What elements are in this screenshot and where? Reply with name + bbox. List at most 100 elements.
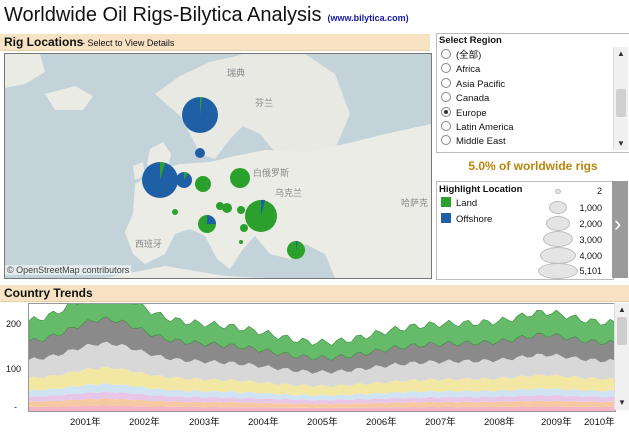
region-option-all[interactable]: (全部) [441,49,481,62]
rig-bubble-serbia[interactable] [240,224,248,232]
rig-bubble-turkey[interactable] [287,240,305,259]
highlight-legend-panel [436,181,614,280]
region-option-canada[interactable]: Canada [441,92,489,105]
x-tick-2007: 2007年 [425,417,456,428]
chevron-right-icon[interactable]: › [614,211,622,236]
country-trends-chart[interactable] [28,303,616,412]
trend-layer-3[interactable] [29,383,615,401]
size-label-1: 1,000 [579,203,602,213]
region-option-latin-america[interactable]: Latin America [441,121,514,134]
size-oval-5 [538,263,578,279]
map-label-3: 乌克兰 [275,187,302,198]
rig-locations-subtitle: - Select to View Details [82,38,175,48]
offshore-swatch [441,213,451,224]
rig-bubble-austria[interactable] [222,203,232,213]
size-label-4: 4,000 [579,251,602,261]
map-attribution: © OpenStreetMap contributors [5,265,132,275]
legend-item-offshore[interactable]: Offshore [441,213,493,225]
y-tick-0: - [14,402,17,412]
land-swatch [441,197,451,208]
website-link[interactable]: (www.bilytica.com) [327,13,409,23]
rig-bubble-germany[interactable] [195,176,211,192]
rig-bubble-romania[interactable] [245,199,277,232]
region-option-label: Asia Pacific [456,79,506,90]
x-tick-2003: 2003年 [189,417,220,428]
land-north-africa [105,266,265,278]
rig-bubble-denmark[interactable] [195,148,205,158]
region-option-asia-pacific[interactable]: Asia Pacific [441,78,505,91]
map-label-5: 西班牙 [135,238,162,249]
y-tick-200: 200 [6,319,22,329]
rig-bubble-norway[interactable] [182,96,218,133]
trend-layer-1[interactable] [29,398,615,409]
legend-item-land[interactable]: Land [441,197,477,209]
radio-icon[interactable] [441,63,451,74]
size-oval-3 [543,231,573,247]
legend-label-offshore: Offshore [456,214,493,225]
region-option-middle-east[interactable]: Middle East [441,135,506,148]
trend-layer-7[interactable] [29,304,615,361]
x-tick-2006: 2006年 [366,417,397,428]
trend-layer-0[interactable] [29,405,615,412]
radio-icon[interactable] [441,49,451,60]
region-option-label: Latin America [456,122,514,133]
land-continent [125,124,431,278]
region-option-europe[interactable]: Europe [441,107,487,120]
rig-locations-title: Rig Locations [4,35,84,49]
title-text: Worldwide Oil Rigs-Bilytica Analysis [4,4,322,26]
radio-icon[interactable] [441,135,451,146]
trends-scrollbar[interactable]: ▲ ▼ [614,303,629,410]
region-option-label: Africa [456,64,481,75]
region-option-label: Europe [456,108,487,119]
scroll-up-icon[interactable]: ▲ [618,305,626,314]
trend-layer-4[interactable] [29,366,615,397]
land-scandinavia [155,54,350,159]
region-option-label: Middle East [456,136,506,147]
rig-bubble-hungary[interactable] [237,206,245,214]
size-label-2: 2,000 [579,219,602,229]
x-tick-2005: 2005年 [307,417,338,428]
trend-layer-2[interactable] [29,391,615,405]
scroll-down-icon[interactable]: ▼ [618,398,626,407]
rig-bubble-italy[interactable] [198,215,216,233]
size-label-0: 2 [596,186,602,196]
region-scrollbar[interactable]: ▲ ▼ [613,47,628,150]
size-oval-4 [540,247,576,264]
land-greenland-edge [5,54,45,88]
rig-bubble-bulgaria[interactable] [239,240,243,244]
map-label-4: 哈萨克 [401,197,428,208]
x-tick-2008: 2008年 [484,417,515,428]
worldwide-share-text: 5.0% of worldwide rigs [468,159,598,173]
y-tick-100: 100 [6,364,22,374]
region-option-africa[interactable]: Africa [441,63,480,76]
scroll-thumb[interactable] [616,89,626,117]
size-oval-0 [555,189,561,194]
size-oval-2 [546,216,570,231]
x-tick-2002: 2002年 [129,417,160,428]
x-tick-2004: 2004年 [248,417,279,428]
rig-bubble-france[interactable] [172,209,178,215]
rig-bubble-netherlands[interactable] [176,171,192,188]
scroll-down-icon[interactable]: ▼ [617,139,625,148]
x-tick-2009: 2009年 [541,417,572,428]
region-filter-panel [436,33,629,153]
map-canvas[interactable]: 瑞典 芬兰 白俄罗斯 乌克兰 哈萨克 西班牙 [5,54,431,278]
highlight-legend-title: Highlight Location [439,184,523,195]
size-oval-1 [549,201,567,214]
scroll-thumb[interactable] [617,317,627,345]
rig-bubble-uk[interactable] [142,162,178,198]
radio-icon[interactable] [441,107,451,118]
rig-map[interactable]: 瑞典 芬兰 白俄罗斯 乌克兰 哈萨克 西班牙 [4,53,432,279]
stacked-area-chart[interactable] [29,304,615,411]
rig-bubble-poland[interactable] [230,168,250,188]
map-label-1: 芬兰 [255,97,273,108]
size-label-5: 5,101 [579,266,602,276]
trend-layer-5[interactable] [29,341,615,388]
radio-icon[interactable] [441,121,451,132]
trend-layer-6[interactable] [29,316,615,374]
radio-icon[interactable] [441,92,451,103]
legend-next-button[interactable]: › [612,181,628,278]
scroll-up-icon[interactable]: ▲ [617,49,625,58]
rig-bubble-czech[interactable] [216,202,224,210]
radio-icon[interactable] [441,78,451,89]
